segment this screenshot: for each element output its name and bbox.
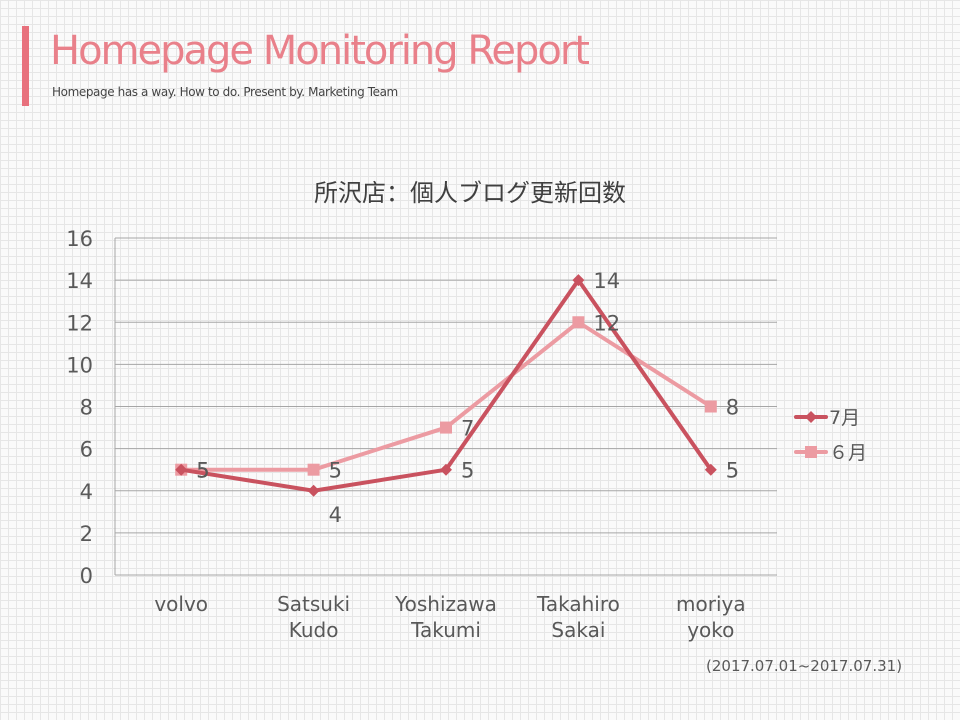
legend-swatch-marker-0 xyxy=(805,411,817,423)
y-tick-label-8: 8 xyxy=(80,396,93,420)
y-tick-label-12: 12 xyxy=(66,311,93,335)
data-label-1-2: 7 xyxy=(461,417,474,441)
y-tick-label-4: 4 xyxy=(80,480,93,504)
series-0-point-0 xyxy=(175,463,188,476)
title-accent-bar xyxy=(22,26,29,106)
series-0-point-2 xyxy=(440,463,452,476)
chart-title: 所沢店：個人ブログ更新回数 xyxy=(314,179,626,207)
y-tick-label-0: 0 xyxy=(80,564,93,588)
legend-label-0: 7月 xyxy=(829,407,860,429)
x-tick-label-2-1: Takumi xyxy=(410,618,481,642)
series-0-point-3 xyxy=(572,274,585,287)
x-tick-label-1-1: Kudo xyxy=(289,618,339,642)
data-label-1-1: 5 xyxy=(329,459,342,483)
x-tick-label-4-0: moriya xyxy=(676,592,746,616)
data-label-0-3: 14 xyxy=(593,269,620,293)
x-tick-label-3-1: Sakai xyxy=(551,618,605,642)
data-label-0-2: 5 xyxy=(461,459,474,483)
series-1-point-1 xyxy=(307,463,320,476)
y-tick-label-6: 6 xyxy=(80,438,93,462)
x-tick-label-2-0: Yoshizawa xyxy=(394,592,497,616)
series-0-point-4 xyxy=(704,463,717,476)
data-label-0-4: 5 xyxy=(726,459,739,483)
y-tick-label-14: 14 xyxy=(66,269,93,293)
x-tick-label-0-0: volvo xyxy=(154,592,208,616)
x-tick-label-1-0: Satsuki xyxy=(277,592,350,616)
data-label-0-1: 4 xyxy=(329,503,342,527)
date-range: (2017.07.01~2017.07.31) xyxy=(706,657,903,675)
y-tick-label-16: 16 xyxy=(66,227,93,251)
legend-label-1: ６月 xyxy=(829,442,867,464)
series-1-point-2 xyxy=(440,421,452,434)
series-1-point-3 xyxy=(572,316,585,329)
data-label-1-3: 12 xyxy=(593,311,620,335)
x-tick-label-3-0: Takahiro xyxy=(536,592,620,616)
x-tick-label-4-1: yoko xyxy=(687,618,734,642)
data-label-0-0: 5 xyxy=(196,459,209,483)
data-label-1-0: 5 xyxy=(196,459,209,483)
y-tick-label-10: 10 xyxy=(66,353,93,377)
y-tick-label-2: 2 xyxy=(80,522,93,546)
series-line-0 xyxy=(179,278,713,493)
data-label-1-4: 8 xyxy=(726,396,739,420)
page-subtitle: Homepage has a way. How to do. Present b… xyxy=(52,85,398,99)
series-1-point-4 xyxy=(704,400,717,413)
series-0-point-1 xyxy=(307,484,320,497)
series-line-1 xyxy=(179,320,713,472)
page-title: Homepage Monitoring Report xyxy=(50,28,590,74)
legend-swatch-marker-1 xyxy=(805,446,817,458)
